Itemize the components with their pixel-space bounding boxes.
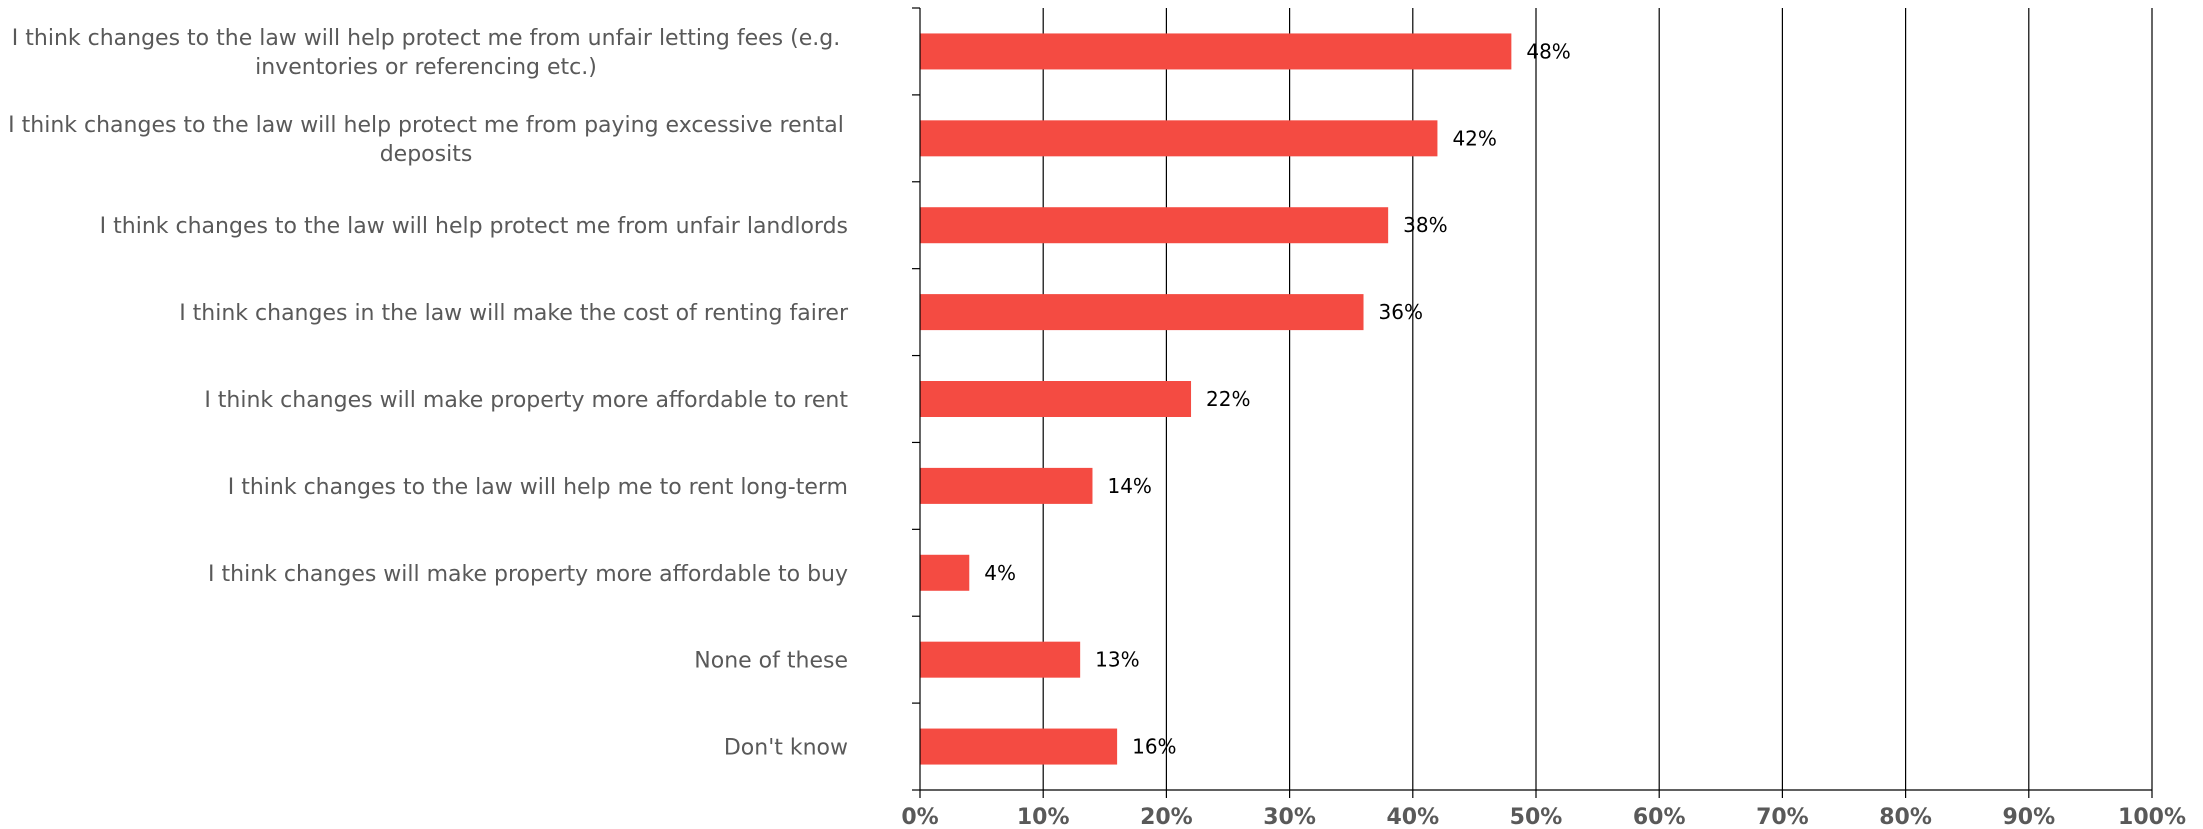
bar: [920, 728, 1118, 765]
category-label: I think changes to the law will help pro…: [100, 214, 848, 239]
data-label: 4%: [984, 561, 1016, 585]
category-label: inventories or referencing etc.): [255, 55, 597, 80]
x-tick-label: 60%: [1633, 805, 1686, 829]
x-tick-label: 50%: [1510, 805, 1563, 829]
data-label: 16%: [1132, 735, 1176, 759]
x-tick-label: 70%: [1756, 805, 1809, 829]
bar: [920, 467, 1093, 504]
category-label: deposits: [380, 142, 473, 167]
x-tick-label: 10%: [1017, 805, 1070, 829]
category-label: I think changes will make property more …: [204, 388, 848, 413]
data-label: 42%: [1452, 126, 1496, 150]
data-label: 48%: [1526, 39, 1570, 63]
category-label: I think changes to the law will help pro…: [12, 26, 840, 51]
category-label: None of these: [694, 649, 848, 674]
x-tick-label: 80%: [1879, 805, 1932, 829]
x-tick-label: 0%: [901, 805, 938, 829]
x-tick-label: 100%: [2118, 805, 2186, 829]
category-label: I think changes to the law will help me …: [228, 475, 848, 500]
x-tick-label: 20%: [1140, 805, 1193, 829]
bar: [920, 33, 1512, 70]
category-label: I think changes in the law will make the…: [179, 301, 849, 326]
data-label: 22%: [1206, 387, 1250, 411]
data-label: 13%: [1095, 648, 1139, 672]
data-label: 36%: [1379, 300, 1423, 324]
data-label: 14%: [1107, 474, 1151, 498]
bar: [920, 294, 1364, 331]
x-tick-label: 90%: [2002, 805, 2055, 829]
data-label: 38%: [1403, 213, 1447, 237]
x-tick-label: 40%: [1386, 805, 1439, 829]
bar: [920, 554, 970, 591]
category-label: I think changes will make property more …: [208, 562, 848, 587]
x-tick-label: 30%: [1263, 805, 1316, 829]
bar: [920, 120, 1438, 157]
bar: [920, 381, 1192, 417]
bar: [920, 207, 1389, 244]
category-label: Don't know: [724, 736, 848, 761]
category-label: I think changes to the law will help pro…: [8, 113, 844, 138]
bar: [920, 641, 1081, 678]
